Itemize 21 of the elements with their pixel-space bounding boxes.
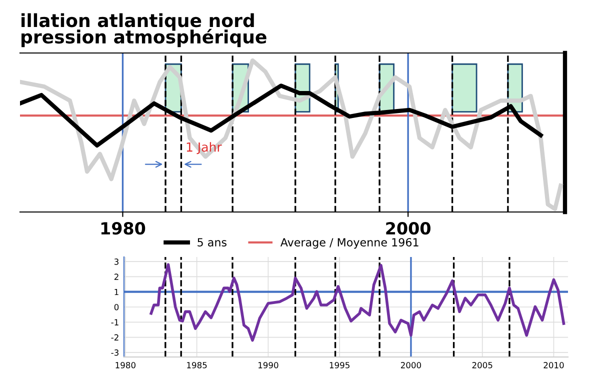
x-tick-label: 2000: [400, 362, 422, 368]
y-tick-label: 2: [114, 274, 118, 280]
legend-label: Average / Moyenne 1961: [280, 238, 418, 249]
y-tick-label: 0: [114, 304, 119, 310]
x-tick-label: 2005: [472, 362, 492, 368]
x-tick-label: 1995: [330, 362, 350, 368]
x-tick-label: 1985: [187, 362, 207, 368]
chart-subtitle: pression atmosphérique: [22, 28, 266, 48]
x-tick-label: 2000: [386, 222, 430, 235]
x-tick-label: 1980: [101, 222, 146, 235]
y-tick-label: 1: [114, 288, 118, 296]
legend-label: 5 ans: [198, 238, 226, 246]
annotation: 1 Jahr: [186, 142, 222, 154]
x-tick-label: 2010: [544, 362, 564, 368]
y-tick-label: 3: [114, 258, 118, 265]
y-tick-label: -3: [111, 349, 118, 356]
y-tick-label: -2: [111, 334, 118, 340]
x-tick-label: 1990: [258, 362, 278, 368]
line-series: [150, 263, 566, 342]
x-tick-label: 1980: [116, 362, 136, 368]
y-tick-label: -1: [111, 319, 118, 326]
